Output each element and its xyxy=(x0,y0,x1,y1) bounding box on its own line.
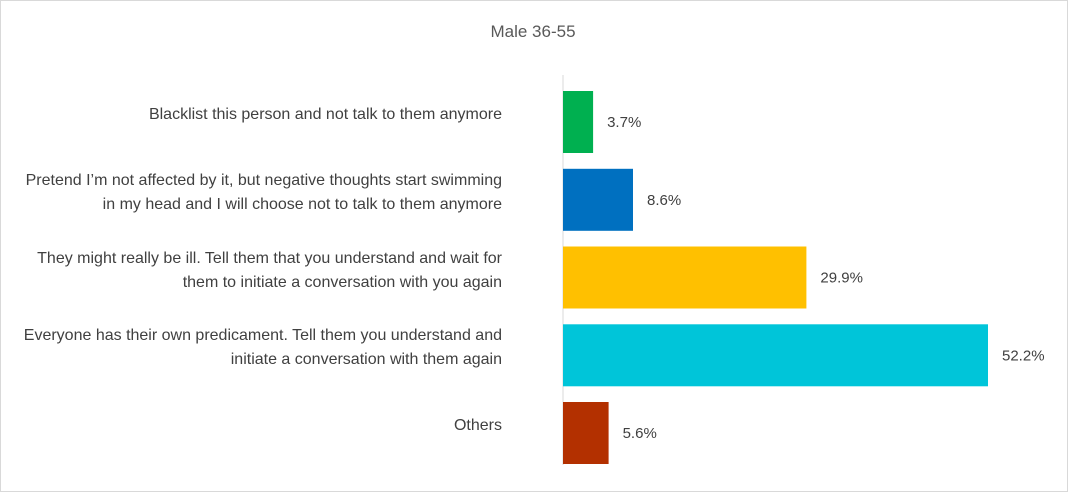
chart-title: Male 36-55 xyxy=(490,22,576,41)
bar-1 xyxy=(563,168,633,231)
category-label-line: initiate a conversation with them again xyxy=(230,351,502,369)
category-label-0: Blacklist this person and not talk to th… xyxy=(0,103,502,127)
category-label-line: Blacklist this person and not talk to th… xyxy=(148,106,502,123)
bar-4 xyxy=(563,402,609,464)
category-label-1: Pretend I’m not affected by it, but nega… xyxy=(0,169,502,217)
data-label-2: 29.9% xyxy=(820,270,863,287)
bar-2 xyxy=(563,246,807,309)
data-label-1: 8.6% xyxy=(647,192,681,209)
category-label-line: Everyone has their own predicament. Tell… xyxy=(23,327,502,345)
category-label-line: They might really be ill. Tell them that… xyxy=(37,249,502,267)
data-label-4: 5.6% xyxy=(623,425,657,442)
category-label-line: them to initiate a conversation with you… xyxy=(182,273,502,291)
category-label-2: They might really be ill. Tell them that… xyxy=(0,247,502,295)
category-label-line: Pretend I’m not affected by it, but nega… xyxy=(25,171,502,189)
category-label-line: in my head and I will choose not to talk… xyxy=(102,195,502,213)
bar-3 xyxy=(563,324,988,387)
bar-0 xyxy=(563,91,594,153)
category-label-3: Everyone has their own predicament. Tell… xyxy=(0,324,502,372)
data-label-3: 52.2% xyxy=(1002,347,1045,364)
data-label-0: 3.7% xyxy=(607,114,641,131)
category-label-line: Others xyxy=(453,417,502,434)
category-label-4: Others xyxy=(0,414,502,438)
